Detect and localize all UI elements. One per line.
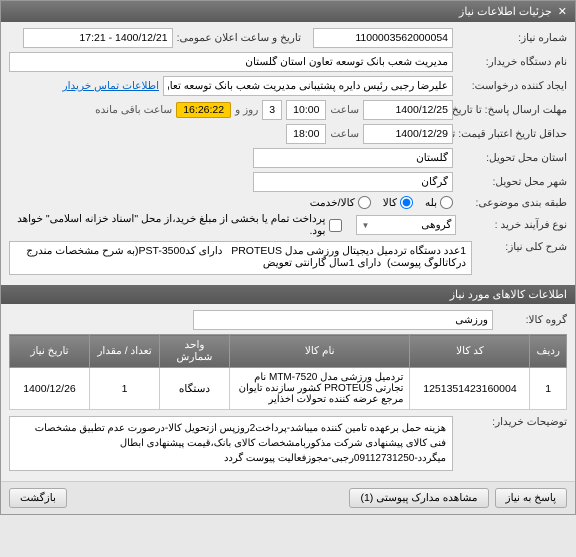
th-date: تاریخ نیاز — [10, 335, 90, 368]
goods-section-header: اطلاعات کالاهای مورد نیاز — [1, 285, 575, 304]
chevron-down-icon: ▼ — [361, 221, 369, 230]
cell-name: تردمیل ورزشی مدل MTM-7520 نام تجارتی PRO… — [230, 368, 410, 410]
province-label: استان محل تحویل: — [457, 152, 567, 164]
budget-radio-group: بله کالا کالا/خدمت — [310, 196, 453, 209]
province-input — [253, 148, 453, 168]
attachments-button[interactable]: مشاهده مدارک پیوستی (1) — [349, 488, 488, 508]
reply-deadline-label: مهلت ارسال پاسخ: تا تاریخ: — [457, 104, 567, 116]
price-valid-label: حداقل تاریخ اعتبار قیمت: تا تاریخ: — [457, 128, 567, 140]
payment-checkbox[interactable] — [329, 219, 342, 232]
radio-no[interactable]: بله — [425, 196, 453, 209]
window-title: جزئیات اطلاعات نیاز — [459, 5, 552, 18]
group-label: گروه کالا: — [497, 314, 567, 326]
budget-label: طبقه بندی موضوعی: — [457, 197, 567, 209]
cell-qty: 1 — [90, 368, 160, 410]
reply-button[interactable]: پاسخ به نیاز — [495, 488, 567, 508]
reply-date-input — [363, 100, 453, 120]
remaining-label: ساعت باقی مانده — [95, 104, 172, 116]
price-valid-date-input — [363, 124, 453, 144]
city-label: شهر محل تحویل: — [457, 176, 567, 188]
th-code: کد کالا — [410, 335, 530, 368]
price-valid-time: 18:00 — [286, 124, 326, 144]
th-unit: واحد شمارش — [160, 335, 230, 368]
back-button[interactable]: بازگشت — [9, 488, 67, 508]
radio-yes1[interactable]: کالا — [383, 196, 413, 209]
reply-time: 10:00 — [286, 100, 326, 120]
desc-label: شرح کلی نیاز: — [476, 241, 567, 253]
time-label-1: ساعت — [330, 104, 359, 116]
desc-textarea — [9, 241, 472, 275]
group-input — [193, 310, 493, 330]
time-label-2: ساعت — [330, 128, 359, 140]
buyer-org-label: نام دستگاه خریدار: — [457, 56, 567, 68]
window-header: ✕ جزئیات اطلاعات نیاز — [1, 1, 575, 22]
cell-row: 1 — [530, 368, 567, 410]
th-row: ردیف — [530, 335, 567, 368]
close-icon[interactable]: ✕ — [558, 5, 567, 18]
city-input — [253, 172, 453, 192]
need-number-label: شماره نیاز: — [457, 32, 567, 44]
cell-code: 1251351423160004 — [410, 368, 530, 410]
days-remaining: 3 — [262, 100, 282, 120]
cell-date: 1400/12/26 — [10, 368, 90, 410]
contact-link[interactable]: اطلاعات تماس خریدار — [63, 80, 159, 92]
announce-label: تاریخ و ساعت اعلان عمومی: — [177, 32, 301, 44]
requester-input — [163, 76, 453, 96]
requester-label: ایجاد کننده درخواست: — [457, 80, 567, 92]
goods-table: ردیف کد کالا نام کالا واحد شمارش تعداد /… — [9, 334, 567, 410]
payment-check-label: پرداخت تمام یا بخشی از مبلغ خرید،از محل … — [9, 213, 325, 237]
process-type-label: نوع فرآیند خرید : — [460, 219, 567, 231]
th-name: نام کالا — [230, 335, 410, 368]
days-label: روز و — [235, 104, 258, 116]
buyer-org-input — [9, 52, 453, 72]
notes-label: توضیحات خریدار: — [457, 416, 567, 428]
countdown-timer: 16:26:22 — [176, 102, 231, 118]
process-type-select[interactable]: گروهی ▼ — [356, 215, 456, 235]
th-qty: تعداد / مقدار — [90, 335, 160, 368]
notes-box: هزینه حمل برعهده تامین کننده میباشد-پردا… — [9, 416, 453, 471]
radio-yes2[interactable]: کالا/خدمت — [310, 196, 371, 209]
announce-input — [23, 28, 173, 48]
need-number-input — [313, 28, 453, 48]
cell-unit: دستگاه — [160, 368, 230, 410]
table-row[interactable]: 1 1251351423160004 تردمیل ورزشی مدل MTM-… — [10, 368, 567, 410]
